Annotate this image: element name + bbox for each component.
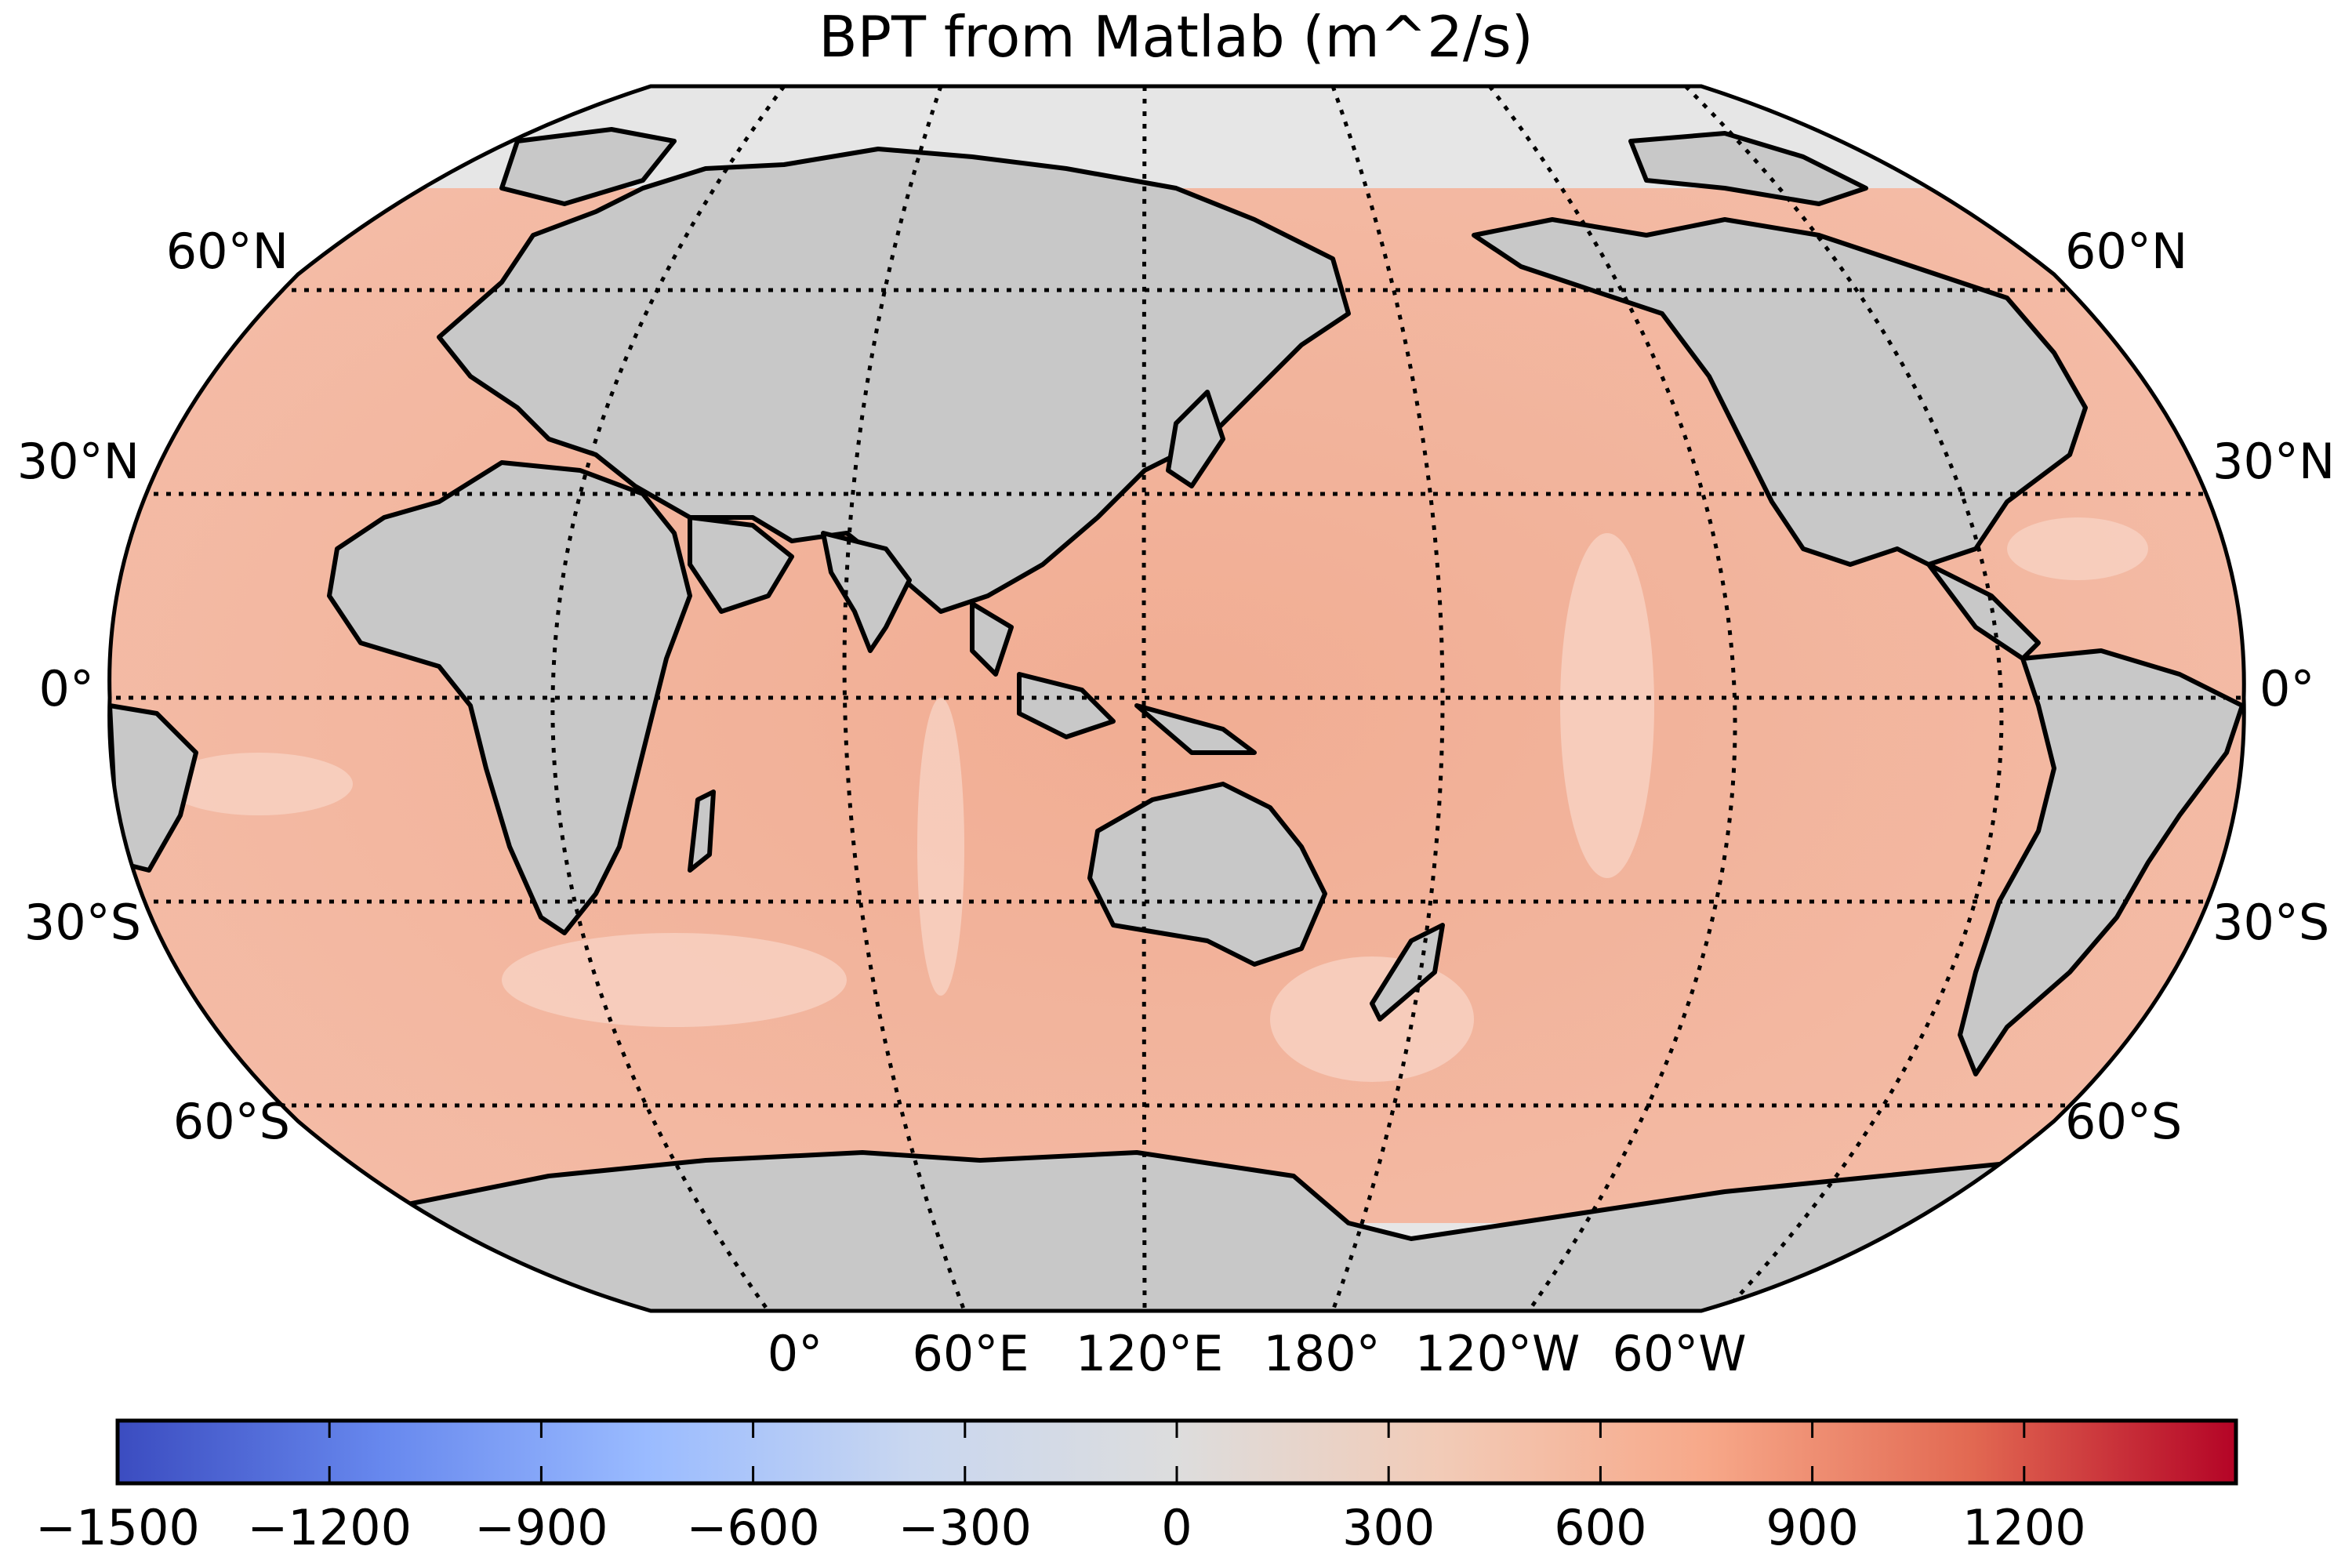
lat-label-right-30s: 30°S [2212,894,2329,951]
globe [109,86,2245,1311]
landmass-arabia [688,515,794,614]
lat-label-left-30s: 30°S [24,894,141,951]
globe-outline [107,84,2246,1313]
lon-label-0: 0° [768,1325,822,1382]
colorbar-tick-label: 900 [1766,1499,1858,1556]
landmass-central-america [1926,562,2041,661]
colorbar: −1500 −1200 −900 −600 −300 0 300 600 900 1200 [35,1418,2238,1556]
landmass-greenland [499,127,677,206]
colorbar-tick-label: 1200 [1962,1499,2086,1556]
colorbar-ticks: −1500 −1200 −900 −600 −300 0 300 600 900 1200 [35,1421,2086,1556]
colorbar-tick-label: 0 [1161,1499,1192,1556]
colorbar-tick-label: −1500 [35,1499,200,1556]
arctic-ice [109,86,2245,188]
landmass-japan [1166,390,1225,488]
colorbar-tick-label: −900 [474,1499,608,1556]
landmass-arctic-islands [1628,131,1868,206]
landmass-eurasia [437,147,1351,614]
lon-label-60w: 60°W [1612,1325,1746,1382]
lon-label-180: 180° [1263,1325,1380,1382]
lat-label-left-60n: 60°N [166,223,289,280]
lat-label-left-30n: 30°N [17,433,140,490]
lat-label-left-60s: 60°S [173,1093,290,1150]
colorbar-tick-label: −300 [898,1499,1032,1556]
meridian-60e [842,86,967,1311]
lat-label-right-60s: 60°S [2065,1093,2182,1150]
ocean-light-patches [165,517,2148,1082]
landmass-se-asia [970,601,1014,677]
lat-label-left-eq: 0° [39,660,94,717]
colorbar-tick-label: −1200 [247,1499,412,1556]
meridian-0 [550,86,786,1311]
landmasses [109,127,2245,1311]
meridian-180 [1330,86,1445,1311]
landmass-new-zealand [1370,923,1445,1022]
landmass-india [821,531,912,653]
lon-label-60e: 60°E [912,1325,1029,1382]
landmass-australia [1087,782,1327,967]
lon-label-120e: 120°E [1076,1325,1224,1382]
landmass-south-america [1958,648,2245,1076]
lat-label-right-60n: 60°N [2065,223,2187,280]
colorbar-tick-label: −600 [686,1499,819,1556]
lat-label-right-eq: 0° [2259,660,2314,717]
lon-label-120w: 120°W [1415,1325,1581,1382]
landmass-north-america [1472,217,2088,567]
meridian-60w [1684,86,2004,1311]
colorbar-tick-label: 600 [1554,1499,1646,1556]
lat-label-right-30n: 30°N [2212,433,2335,490]
graticule [109,86,2245,1311]
colorbar-tick-label: 300 [1342,1499,1435,1556]
landmass-indonesia [1017,672,1257,755]
map-title: BPT from Matlab (m^2/s) [818,4,1534,70]
landmass-madagascar [688,789,716,873]
